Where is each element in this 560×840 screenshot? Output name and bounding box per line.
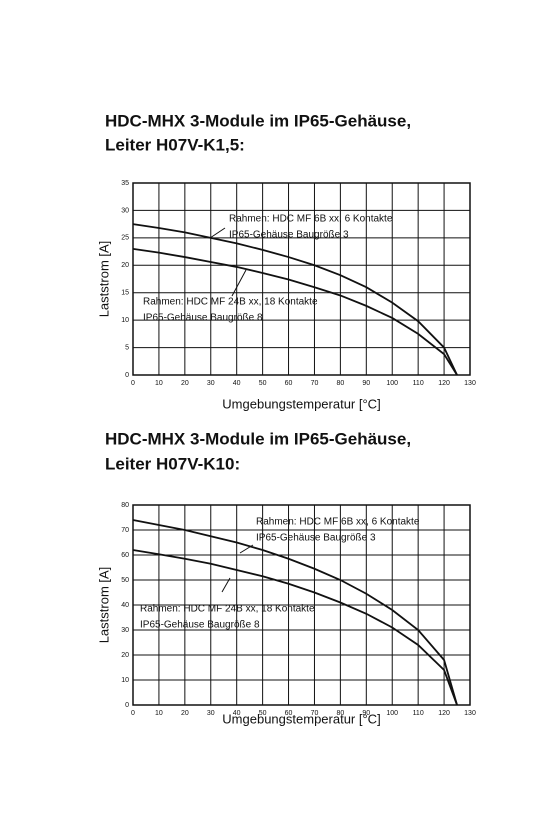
y-axis-label: Laststrom [A] [96, 241, 111, 318]
y-tick-label: 20 [121, 262, 129, 269]
y-tick-label: 0 [125, 702, 129, 709]
curve [132, 519, 458, 706]
plot-frame [132, 504, 471, 706]
x-tick-label: 120 [438, 380, 450, 387]
x-axis-label: Umgebungstemperatur [°C] [222, 711, 380, 726]
x-tick-label: 90 [362, 380, 370, 387]
x-tick-label: 0 [131, 380, 135, 387]
x-tick-label: 60 [285, 380, 293, 387]
annotation: Rahmen: HDC MF 24B xx, 18 Kontakte [143, 297, 318, 308]
y-tick-label: 5 [125, 344, 129, 351]
x-tick-label: 80 [336, 710, 344, 717]
x-tick-label: 120 [438, 710, 450, 717]
annotation: IP65-Gehäuse Baugröße 8 [143, 313, 263, 324]
y-tick-label: 35 [121, 180, 129, 187]
annotation-arrow [221, 577, 231, 593]
y-tick-label: 15 [121, 290, 129, 297]
x-tick-label: 0 [131, 710, 135, 717]
x-tick-label: 50 [259, 710, 267, 717]
x-tick-label: 100 [386, 710, 398, 717]
x-tick-label: 90 [362, 710, 370, 717]
annotation-arrow [231, 269, 247, 297]
chart-title: HDC-MHX 3-Module im IP65-Gehäuse, [105, 111, 411, 130]
x-tick-label: 110 [413, 710, 424, 717]
annotation: Rahmen: HDC MF 6B xx, 6 Kontakte [256, 517, 420, 528]
x-tick-label: 70 [311, 380, 319, 387]
x-tick-label: 10 [155, 380, 163, 387]
x-tick-label: 80 [336, 380, 344, 387]
y-tick-label: 40 [121, 602, 129, 609]
curve [132, 247, 458, 376]
y-tick-label: 30 [121, 207, 129, 214]
y-tick-label: 10 [121, 677, 129, 684]
y-tick-label: 20 [121, 652, 129, 659]
x-tick-label: 40 [233, 710, 241, 717]
x-tick-label: 50 [259, 380, 267, 387]
x-tick-label: 70 [311, 710, 319, 717]
chart-subtitle: Leiter H07V-K10: [105, 454, 240, 473]
x-tick-label: 30 [207, 380, 215, 387]
annotation: IP65-Gehäuse Baugröße 3 [229, 230, 349, 241]
y-tick-label: 25 [121, 235, 129, 242]
annotation-arrow [209, 227, 226, 239]
x-tick-label: 20 [181, 380, 189, 387]
annotation: IP65-Gehäuse Baugröße 3 [256, 533, 376, 544]
annotation: Rahmen: HDC MF 6B xx, 6 Kontakte [229, 214, 393, 225]
x-tick-label: 40 [233, 380, 241, 387]
y-tick-label: 30 [121, 627, 129, 634]
plot-frame [132, 182, 471, 376]
x-tick-label: 130 [464, 380, 476, 387]
curve [132, 223, 458, 376]
x-tick-label: 20 [181, 710, 189, 717]
y-tick-label: 60 [121, 552, 129, 559]
x-axis-label: Umgebungstemperatur [°C] [222, 396, 380, 411]
chart-title: HDC-MHX 3-Module im IP65-Gehäuse, [105, 429, 411, 448]
curve [132, 549, 458, 706]
x-tick-label: 110 [413, 380, 424, 387]
y-tick-label: 80 [121, 502, 129, 509]
annotation-arrow [239, 544, 254, 554]
y-axis-label: Laststrom [A] [96, 567, 111, 644]
x-tick-label: 130 [464, 710, 476, 717]
x-tick-label: 100 [386, 380, 398, 387]
y-tick-label: 70 [121, 527, 129, 534]
x-tick-label: 10 [155, 710, 163, 717]
y-tick-label: 0 [125, 372, 129, 379]
x-tick-label: 30 [207, 710, 215, 717]
y-tick-label: 50 [121, 577, 129, 584]
x-tick-label: 60 [285, 710, 293, 717]
y-tick-label: 10 [121, 317, 129, 324]
chart-subtitle: Leiter H07V-K1,5: [105, 135, 245, 154]
annotation: IP65-Gehäuse Baugröße 8 [140, 620, 260, 631]
annotation: Rahmen: HDC MF 24B xx, 18 Kontakte [140, 604, 315, 615]
